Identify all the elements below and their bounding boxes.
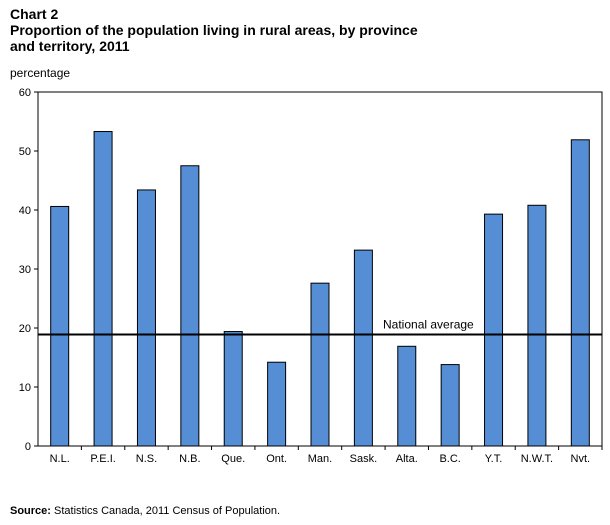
y-tick-label: 40 bbox=[19, 205, 31, 217]
bar bbox=[310, 282, 330, 447]
x-tick-label: Que. bbox=[221, 453, 245, 465]
y-tick-label: 0 bbox=[25, 441, 31, 453]
chart-title-line-1: Proportion of the population living in r… bbox=[10, 22, 418, 38]
chart-number: Chart 2 bbox=[10, 6, 59, 22]
y-tick-label: 50 bbox=[19, 146, 31, 158]
x-tick-label: N.B. bbox=[179, 453, 200, 465]
chart-title-line-2: and territory, 2011 bbox=[10, 38, 130, 54]
source-text: Statistics Canada, 2011 Census of Popula… bbox=[50, 505, 281, 517]
bar-chart: 0 10 20 30 40 50 60 N.L. P.E.I. N.S. N.B. Que. Ont. M… bbox=[19, 87, 603, 465]
x-tick-label: N.S. bbox=[136, 453, 157, 465]
bar bbox=[93, 131, 113, 447]
bar bbox=[267, 361, 287, 447]
bar bbox=[136, 189, 156, 447]
national-average-label: National average bbox=[383, 317, 474, 331]
x-tick-label: Ont. bbox=[266, 453, 287, 465]
x-tick-label: Alta. bbox=[396, 453, 418, 465]
y-axis-unit-label: percentage bbox=[10, 66, 71, 80]
bar bbox=[527, 204, 547, 447]
bar bbox=[484, 213, 504, 447]
y-tick-label: 10 bbox=[19, 382, 31, 394]
bar bbox=[570, 139, 590, 447]
x-tick-label: N.W.T. bbox=[521, 453, 553, 465]
x-tick-label: Sask. bbox=[350, 453, 378, 465]
x-tick-label: Nvt. bbox=[571, 453, 591, 465]
x-tick-label: B.C. bbox=[439, 453, 460, 465]
bar bbox=[397, 345, 417, 447]
x-tick-label: Man. bbox=[308, 453, 332, 465]
y-tick-label: 60 bbox=[19, 87, 31, 99]
y-tick-label: 30 bbox=[19, 264, 31, 276]
bar bbox=[50, 205, 70, 447]
source-note: Source: Statistics Canada, 2011 Census o… bbox=[10, 505, 280, 517]
bar bbox=[440, 364, 460, 447]
source-label: Source: bbox=[10, 505, 51, 517]
y-tick-label: 20 bbox=[19, 323, 31, 335]
x-tick-label: P.E.I. bbox=[90, 453, 115, 465]
x-tick-label: Y.T. bbox=[485, 453, 503, 465]
bar bbox=[353, 249, 373, 447]
bar bbox=[180, 165, 200, 447]
x-tick-label: N.L. bbox=[50, 453, 70, 465]
bar bbox=[223, 331, 243, 447]
chart-title: Proportion of the population living in r… bbox=[10, 22, 470, 54]
